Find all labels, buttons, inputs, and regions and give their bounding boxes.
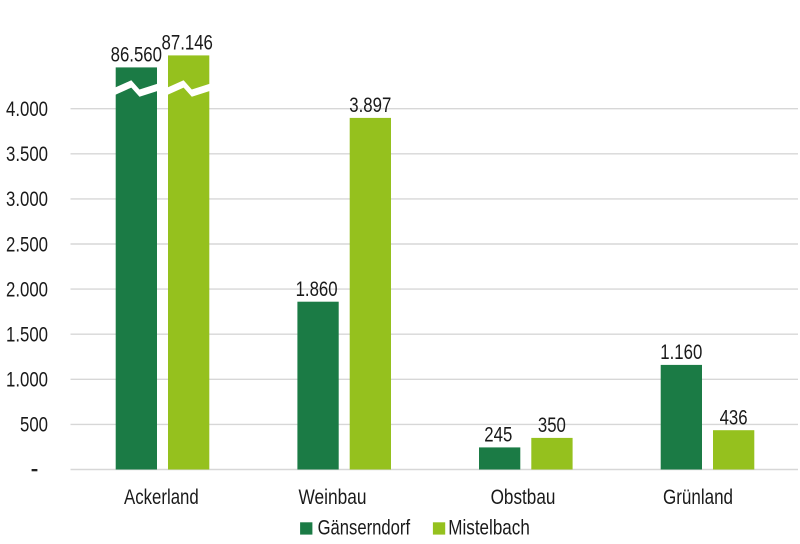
svg-text:Weinbau: Weinbau xyxy=(299,485,367,509)
svg-text:Gänserndorf: Gänserndorf xyxy=(318,516,411,539)
svg-text:3.500: 3.500 xyxy=(6,142,48,166)
svg-text:4.000: 4.000 xyxy=(6,97,48,121)
svg-text:Ackerland: Ackerland xyxy=(124,485,199,509)
svg-text:1.860: 1.860 xyxy=(296,277,338,301)
svg-text:Obstbau: Obstbau xyxy=(491,485,556,509)
svg-text:436: 436 xyxy=(720,405,748,429)
svg-text:Grünland: Grünland xyxy=(663,485,733,509)
svg-text:1.000: 1.000 xyxy=(6,368,48,392)
svg-text:2.500: 2.500 xyxy=(6,232,48,256)
svg-text:3.897: 3.897 xyxy=(349,93,391,117)
svg-text:2.000: 2.000 xyxy=(6,277,48,301)
svg-text:350: 350 xyxy=(538,413,566,437)
svg-text:87.146: 87.146 xyxy=(162,30,213,54)
svg-text:500: 500 xyxy=(20,413,48,437)
svg-text:Mistelbach: Mistelbach xyxy=(448,516,530,539)
svg-text:245: 245 xyxy=(484,423,512,447)
svg-text:3.000: 3.000 xyxy=(6,187,48,211)
svg-text:1.160: 1.160 xyxy=(660,340,702,364)
svg-text:86.560: 86.560 xyxy=(111,43,162,67)
svg-text:1.500: 1.500 xyxy=(6,323,48,347)
